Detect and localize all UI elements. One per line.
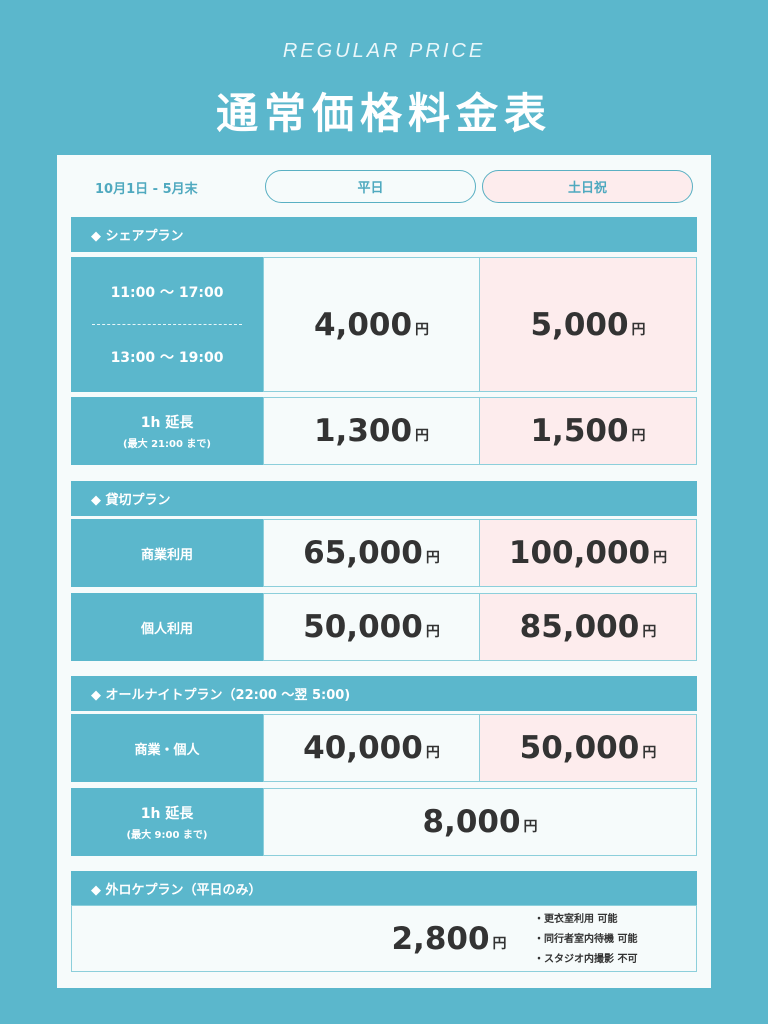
yen: 円 xyxy=(653,550,668,566)
yen: 円 xyxy=(425,624,440,640)
location-price-row: 2,800 円 xyxy=(71,905,697,972)
commercial-label: 商業利用 xyxy=(71,519,263,587)
yen: 円 xyxy=(415,428,430,444)
private-plan-header: ◆ 貸切プラン xyxy=(71,481,697,516)
price: 1,500 xyxy=(530,413,629,449)
ext-label: 1h 延長 xyxy=(140,415,194,431)
weekday-column-header: 平日 xyxy=(265,170,476,203)
subtitle: REGULAR PRICE xyxy=(282,40,486,62)
price: 40,000 xyxy=(303,730,423,766)
yen: 円 xyxy=(425,550,440,566)
yen: 円 xyxy=(642,745,657,761)
period-label: 10月1日 - 5月末 xyxy=(95,182,198,197)
share-ext-holiday-price: 1,500 円 xyxy=(479,397,697,465)
holiday-column-header: 土日祝 xyxy=(482,170,693,203)
ext-label: 1h 延長 xyxy=(140,806,194,822)
share-ext-weekday-price: 1,300 円 xyxy=(263,397,480,465)
allnight-holiday-price: 50,000 円 xyxy=(479,714,697,782)
ext-note: (最大 9:00 まで) xyxy=(126,830,208,841)
personal-holiday-price: 85,000 円 xyxy=(479,593,697,661)
yen: 円 xyxy=(631,321,646,338)
commercial-weekday-price: 65,000 円 xyxy=(263,519,480,587)
share-plan-header: ◆ シェアプラン xyxy=(71,217,697,252)
time-slot-2: 13:00 〜 19:00 xyxy=(110,350,224,366)
note-item: ・更衣室利用 可能 xyxy=(534,914,618,925)
location-plan-header: ◆ 外ロケプラン（平日のみ） xyxy=(71,871,697,906)
price: 4,000 xyxy=(313,306,413,343)
price: 1,300 xyxy=(313,413,413,449)
yen: 円 xyxy=(425,745,440,761)
allnight-label: 商業・個人 xyxy=(71,714,263,782)
yen: 円 xyxy=(631,428,646,444)
price: 100,000 xyxy=(508,535,651,571)
price: 50,000 xyxy=(519,730,640,766)
price: 2,800 xyxy=(391,920,490,957)
yen: 円 xyxy=(415,321,430,338)
allnight-weekday-price: 40,000 円 xyxy=(263,714,480,782)
share-extension-label: 1h 延長 (最大 21:00 まで) xyxy=(71,397,263,465)
allnight-plan-header: ◆ オールナイトプラン（22:00 〜翌 5:00) xyxy=(71,676,697,711)
personal-weekday-price: 50,000 円 xyxy=(263,593,480,661)
divider xyxy=(92,324,242,325)
commercial-holiday-price: 100,000 円 xyxy=(479,519,697,587)
allnight-extension-label: 1h 延長 (最大 9:00 まで) xyxy=(71,788,263,856)
yen: 円 xyxy=(492,935,507,952)
price: 65,000 xyxy=(303,535,423,571)
price: 85,000 xyxy=(519,609,640,645)
price: 50,000 xyxy=(303,609,423,645)
share-weekday-price: 4,000 円 xyxy=(263,257,480,392)
location-notes: ・更衣室利用 可能 ・同行者室内待機 可能 ・スタジオ内撮影 不可 xyxy=(534,910,637,970)
price: 5,000 xyxy=(530,306,629,343)
price: 8,000 xyxy=(422,804,521,840)
personal-label: 個人利用 xyxy=(71,593,263,661)
time-slot-1: 11:00 〜 17:00 xyxy=(110,285,224,301)
share-time-label: 11:00 〜 17:00 13:00 〜 19:00 xyxy=(71,257,263,392)
yen: 円 xyxy=(642,624,657,640)
note-item: ・同行者室内待機 可能 xyxy=(534,934,638,945)
ext-note: (最大 21:00 まで) xyxy=(123,439,211,450)
yen: 円 xyxy=(523,819,538,835)
note-item: ・スタジオ内撮影 不可 xyxy=(534,954,638,965)
page-title: 通常価格料金表 xyxy=(215,89,552,138)
share-holiday-price: 5,000 円 xyxy=(479,257,697,392)
allnight-ext-price: 8,000 円 xyxy=(263,788,697,856)
